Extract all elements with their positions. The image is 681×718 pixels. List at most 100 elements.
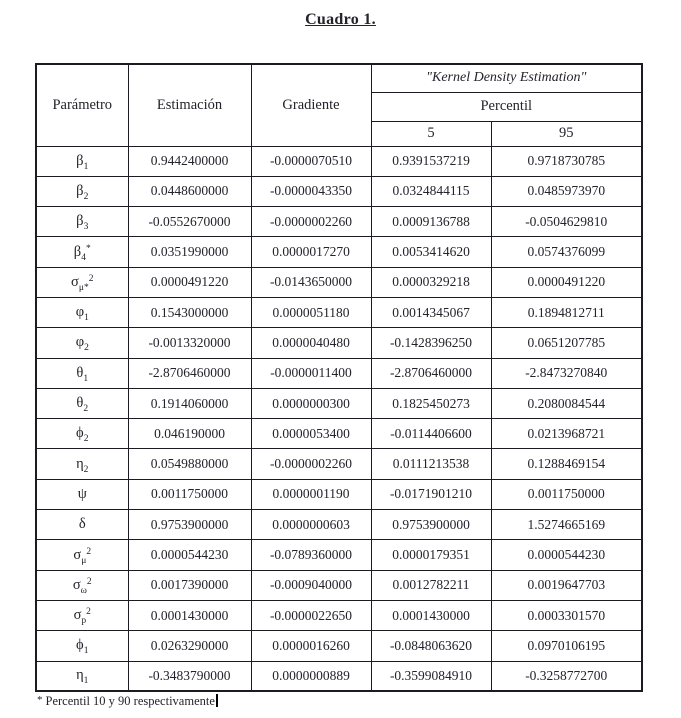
estimation-value: 0.0000544230 <box>127 539 252 571</box>
column-header-parameter: Parámetro <box>35 63 129 147</box>
parameter-label: β2 <box>35 175 129 208</box>
estimation-value: 0.0001430000 <box>127 599 252 632</box>
gradient-value: 0.0000000603 <box>250 509 372 541</box>
column-header-percentile-5: 5 <box>370 120 492 147</box>
estimation-value: 0.046190000 <box>127 418 252 450</box>
parameter-label: ψ <box>35 478 129 511</box>
percentile95-value: 0.0019647703 <box>490 569 643 601</box>
table-row: σμ2 0.0000544230 -0.0789360000 0.0000179… <box>35 539 643 571</box>
table-header: Parámetro Estimación Gradiente "Kernel D… <box>35 63 643 147</box>
parameter-label: β4* <box>35 236 129 268</box>
gradient-value: -0.0789360000 <box>250 539 372 571</box>
estimation-value: 0.0017390000 <box>127 569 252 601</box>
percentile5-value: 0.0111213538 <box>370 448 492 480</box>
estimation-value: 0.1914060000 <box>127 387 252 420</box>
table-row: ϕ1 0.0263290000 0.0000016260 -0.08480636… <box>35 630 643 662</box>
percentile5-value: -0.1428396250 <box>370 327 492 359</box>
percentile5-value: 0.1825450273 <box>370 387 492 420</box>
percentile5-value: -0.0114406600 <box>370 418 492 450</box>
parameter-label: ϕ2 <box>35 418 129 450</box>
parameter-label: η2 <box>35 448 129 480</box>
percentile95-value: 0.0000544230 <box>490 539 643 571</box>
percentile5-value: 0.0000179351 <box>370 539 492 571</box>
gradient-value: -0.0143650000 <box>250 266 372 298</box>
percentile95-value: -2.8473270840 <box>490 357 643 389</box>
table-row: φ2 -0.0013320000 0.0000040480 -0.1428396… <box>35 327 643 359</box>
percentile95-value: 1.5274665169 <box>490 509 643 541</box>
table-row: θ2 0.1914060000 0.0000000300 0.182545027… <box>35 387 643 420</box>
gradient-value: 0.0000017270 <box>250 236 372 268</box>
parameter-label: σp2 <box>35 599 129 632</box>
footnote-text: Percentil 10 y 90 respectivamente <box>45 694 215 708</box>
table-row: σω2 0.0017390000 -0.0009040000 0.0012782… <box>35 569 643 601</box>
page-title: Cuadro 1. <box>305 11 376 28</box>
gradient-value: -0.0000011400 <box>250 357 372 389</box>
table-row: ϕ2 0.046190000 0.0000053400 -0.011440660… <box>35 418 643 450</box>
percentile5-value: 0.0053414620 <box>370 236 492 268</box>
estimation-value: 0.0448600000 <box>127 175 252 208</box>
percentile95-value: 0.9718730785 <box>490 145 643 177</box>
percentile95-value: 0.2080084544 <box>490 387 643 420</box>
parameter-label: ϕ1 <box>35 630 129 662</box>
percentile95-value: 0.1288469154 <box>490 448 643 480</box>
estimation-value: 0.0263290000 <box>127 630 252 662</box>
table-row: β3 -0.0552670000 -0.0000002260 0.0009136… <box>35 206 643 238</box>
estimation-value: -2.8706460000 <box>127 357 252 389</box>
percentile5-value: 0.0001430000 <box>370 599 492 632</box>
gradient-value: -0.0000043350 <box>250 175 372 208</box>
table-row: β4* 0.0351990000 0.0000017270 0.00534146… <box>35 236 643 268</box>
estimation-value: 0.1543000000 <box>127 296 252 329</box>
estimation-value: 0.0000491220 <box>127 266 252 298</box>
gradient-value: -0.0009040000 <box>250 569 372 601</box>
table-row: σp2 0.0001430000 -0.0000022650 0.0001430… <box>35 599 643 632</box>
gradient-value: -0.0000070510 <box>250 145 372 177</box>
percentile95-value: 0.0970106195 <box>490 630 643 662</box>
column-header-percentile-95: 95 <box>490 120 643 147</box>
percentile5-value: -2.8706460000 <box>370 357 492 389</box>
gradient-value: -0.0000022650 <box>250 599 372 632</box>
percentile95-value: 0.0011750000 <box>490 478 643 511</box>
percentile5-value: -0.0848063620 <box>370 630 492 662</box>
text-cursor <box>215 694 218 707</box>
parameter-label: θ2 <box>35 387 129 420</box>
percentile95-value: 0.0651207785 <box>490 327 643 359</box>
estimation-value: -0.3483790000 <box>127 660 252 692</box>
table-row: δ 0.9753900000 0.0000000603 0.9753900000… <box>35 509 643 541</box>
percentile95-value: -0.0504629810 <box>490 206 643 238</box>
column-header-estimation: Estimación <box>127 63 252 147</box>
percentile5-value: 0.0000329218 <box>370 266 492 298</box>
parameter-label: σμ2 <box>35 539 129 571</box>
table-row: φ1 0.1543000000 0.0000051180 0.001434506… <box>35 296 643 329</box>
percentile5-value: 0.9753900000 <box>370 509 492 541</box>
percentile95-value: 0.0485973970 <box>490 175 643 208</box>
estimation-value: 0.9753900000 <box>127 509 252 541</box>
column-header-kernel-density-estimation: "Kernel Density Estimation" <box>370 63 643 93</box>
percentile5-value: 0.9391537219 <box>370 145 492 177</box>
percentile5-value: 0.0324844115 <box>370 175 492 208</box>
parameter-label: θ1 <box>35 357 129 389</box>
parameter-label: φ1 <box>35 296 129 329</box>
column-header-percentil: Percentil <box>370 91 643 122</box>
estimation-value: -0.0552670000 <box>127 206 252 238</box>
percentile95-value: 0.0000491220 <box>490 266 643 298</box>
gradient-value: 0.0000000300 <box>250 387 372 420</box>
parameter-label: φ2 <box>35 327 129 359</box>
table-row: β1 0.9442400000 -0.0000070510 0.93915372… <box>35 145 643 177</box>
percentile95-value: 0.0213968721 <box>490 418 643 450</box>
table-row: η2 0.0549880000 -0.0000002260 0.01112135… <box>35 448 643 480</box>
estimation-value: 0.0549880000 <box>127 448 252 480</box>
gradient-value: 0.0000040480 <box>250 327 372 359</box>
parameter-label: σω2 <box>35 569 129 601</box>
percentile5-value: -0.3599084910 <box>370 660 492 692</box>
percentile5-value: -0.0171901210 <box>370 478 492 511</box>
estimation-value: 0.0351990000 <box>127 236 252 268</box>
percentile95-value: -0.3258772700 <box>490 660 643 692</box>
percentile95-value: 0.0574376099 <box>490 236 643 268</box>
column-header-gradient: Gradiente <box>250 63 372 147</box>
table-row: η1 -0.3483790000 0.0000000889 -0.3599084… <box>35 660 643 692</box>
gradient-value: -0.0000002260 <box>250 206 372 238</box>
parameter-label: σμ*2 <box>35 266 129 298</box>
parameter-label: η1 <box>35 660 129 692</box>
table-row: θ1 -2.8706460000 -0.0000011400 -2.870646… <box>35 357 643 389</box>
